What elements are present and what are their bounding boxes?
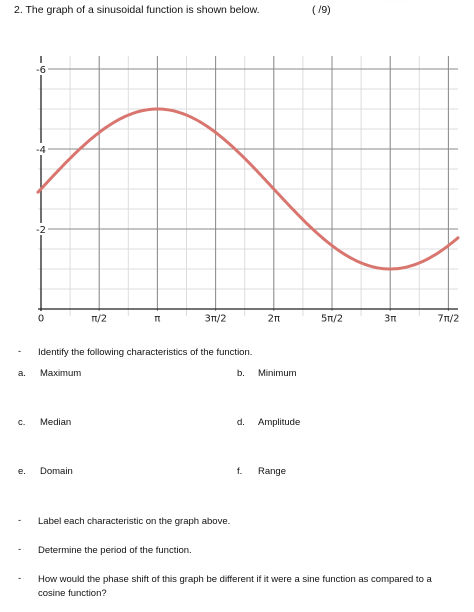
x-tick-label-box	[316, 311, 348, 324]
item-c-letter: c.	[18, 417, 26, 428]
item-e-label: Domain	[40, 466, 73, 477]
x-tick-label-box	[86, 311, 112, 324]
sinusoid-curve	[36, 107, 460, 271]
y-tick-label: -6	[36, 65, 46, 76]
item-b-letter: b.	[237, 368, 245, 379]
question-title: 2. The graph of a sinusoidal function is…	[14, 4, 260, 16]
question-number: 2.	[14, 4, 23, 16]
item-c-label: Median	[40, 417, 72, 428]
question-text: The graph of a sinusoidal function is sh…	[25, 4, 260, 16]
phase-shift-question-line-1: How would the phase shift of this graph …	[38, 574, 432, 585]
x-tick-labels: 0 π/2 π 3π/2 2π 5π/2 3π 7π/2	[34, 311, 465, 325]
grid-major	[38, 56, 458, 316]
x-tick-label-box	[264, 311, 284, 324]
item-e-letter: e.	[18, 466, 26, 477]
bullet-dash: -	[18, 346, 22, 357]
sinusoid-graph: 0 π/2 π 3π/2 2π 5π/2 3π 7π/2 -6 -4 -2	[34, 56, 465, 325]
y-tick-label-box	[34, 223, 48, 235]
x-tick-label-box	[199, 311, 232, 324]
x-tick-label-box	[432, 311, 465, 324]
axes	[38, 56, 458, 316]
y-tick-label-box	[34, 143, 48, 155]
item-b-label: Minimum	[258, 368, 297, 379]
grid-minor	[38, 56, 458, 316]
period-instruction: Determine the period of the function.	[38, 545, 192, 556]
x-tick-label: 0	[38, 314, 44, 325]
bullet-dash: -	[18, 515, 22, 526]
x-tick-label-box	[151, 311, 164, 324]
identify-instruction: Identify the following characteristics o…	[38, 347, 253, 358]
x-tick-label: π	[154, 314, 160, 325]
x-tick-label: 7π/2	[437, 314, 459, 325]
item-a-letter: a.	[18, 368, 26, 379]
y-tick-labels: -6 -4 -2	[34, 63, 48, 236]
phase-shift-question-line-2: cosine function?	[38, 588, 107, 599]
x-tick-label-box	[380, 311, 400, 324]
question-score: ( /9)	[312, 4, 331, 16]
x-tick-label: 5π/2	[321, 314, 343, 325]
x-tick-label: 3π	[384, 314, 396, 325]
bullet-dash: -	[18, 573, 22, 584]
item-f-label: Range	[258, 466, 286, 477]
item-d-letter: d.	[237, 417, 245, 428]
y-tick-label: -4	[36, 145, 46, 156]
item-d-label: Amplitude	[258, 417, 301, 428]
item-a-label: Maximum	[40, 368, 82, 379]
x-tick-label-box	[34, 311, 48, 324]
y-tick-label-box	[34, 63, 48, 75]
x-tick-label: 3π/2	[205, 314, 227, 325]
label-instruction: Label each characteristic on the graph a…	[38, 516, 231, 527]
y-tick-label: -2	[36, 225, 46, 236]
bullet-dash: -	[18, 544, 22, 555]
cropped-top-marks: ▪▪▪▪▪▪ ▪▪▪	[382, 0, 427, 5]
x-tick-label: π/2	[91, 314, 107, 325]
item-f-letter: f.	[237, 466, 243, 477]
x-tick-label: 2π	[268, 314, 280, 325]
